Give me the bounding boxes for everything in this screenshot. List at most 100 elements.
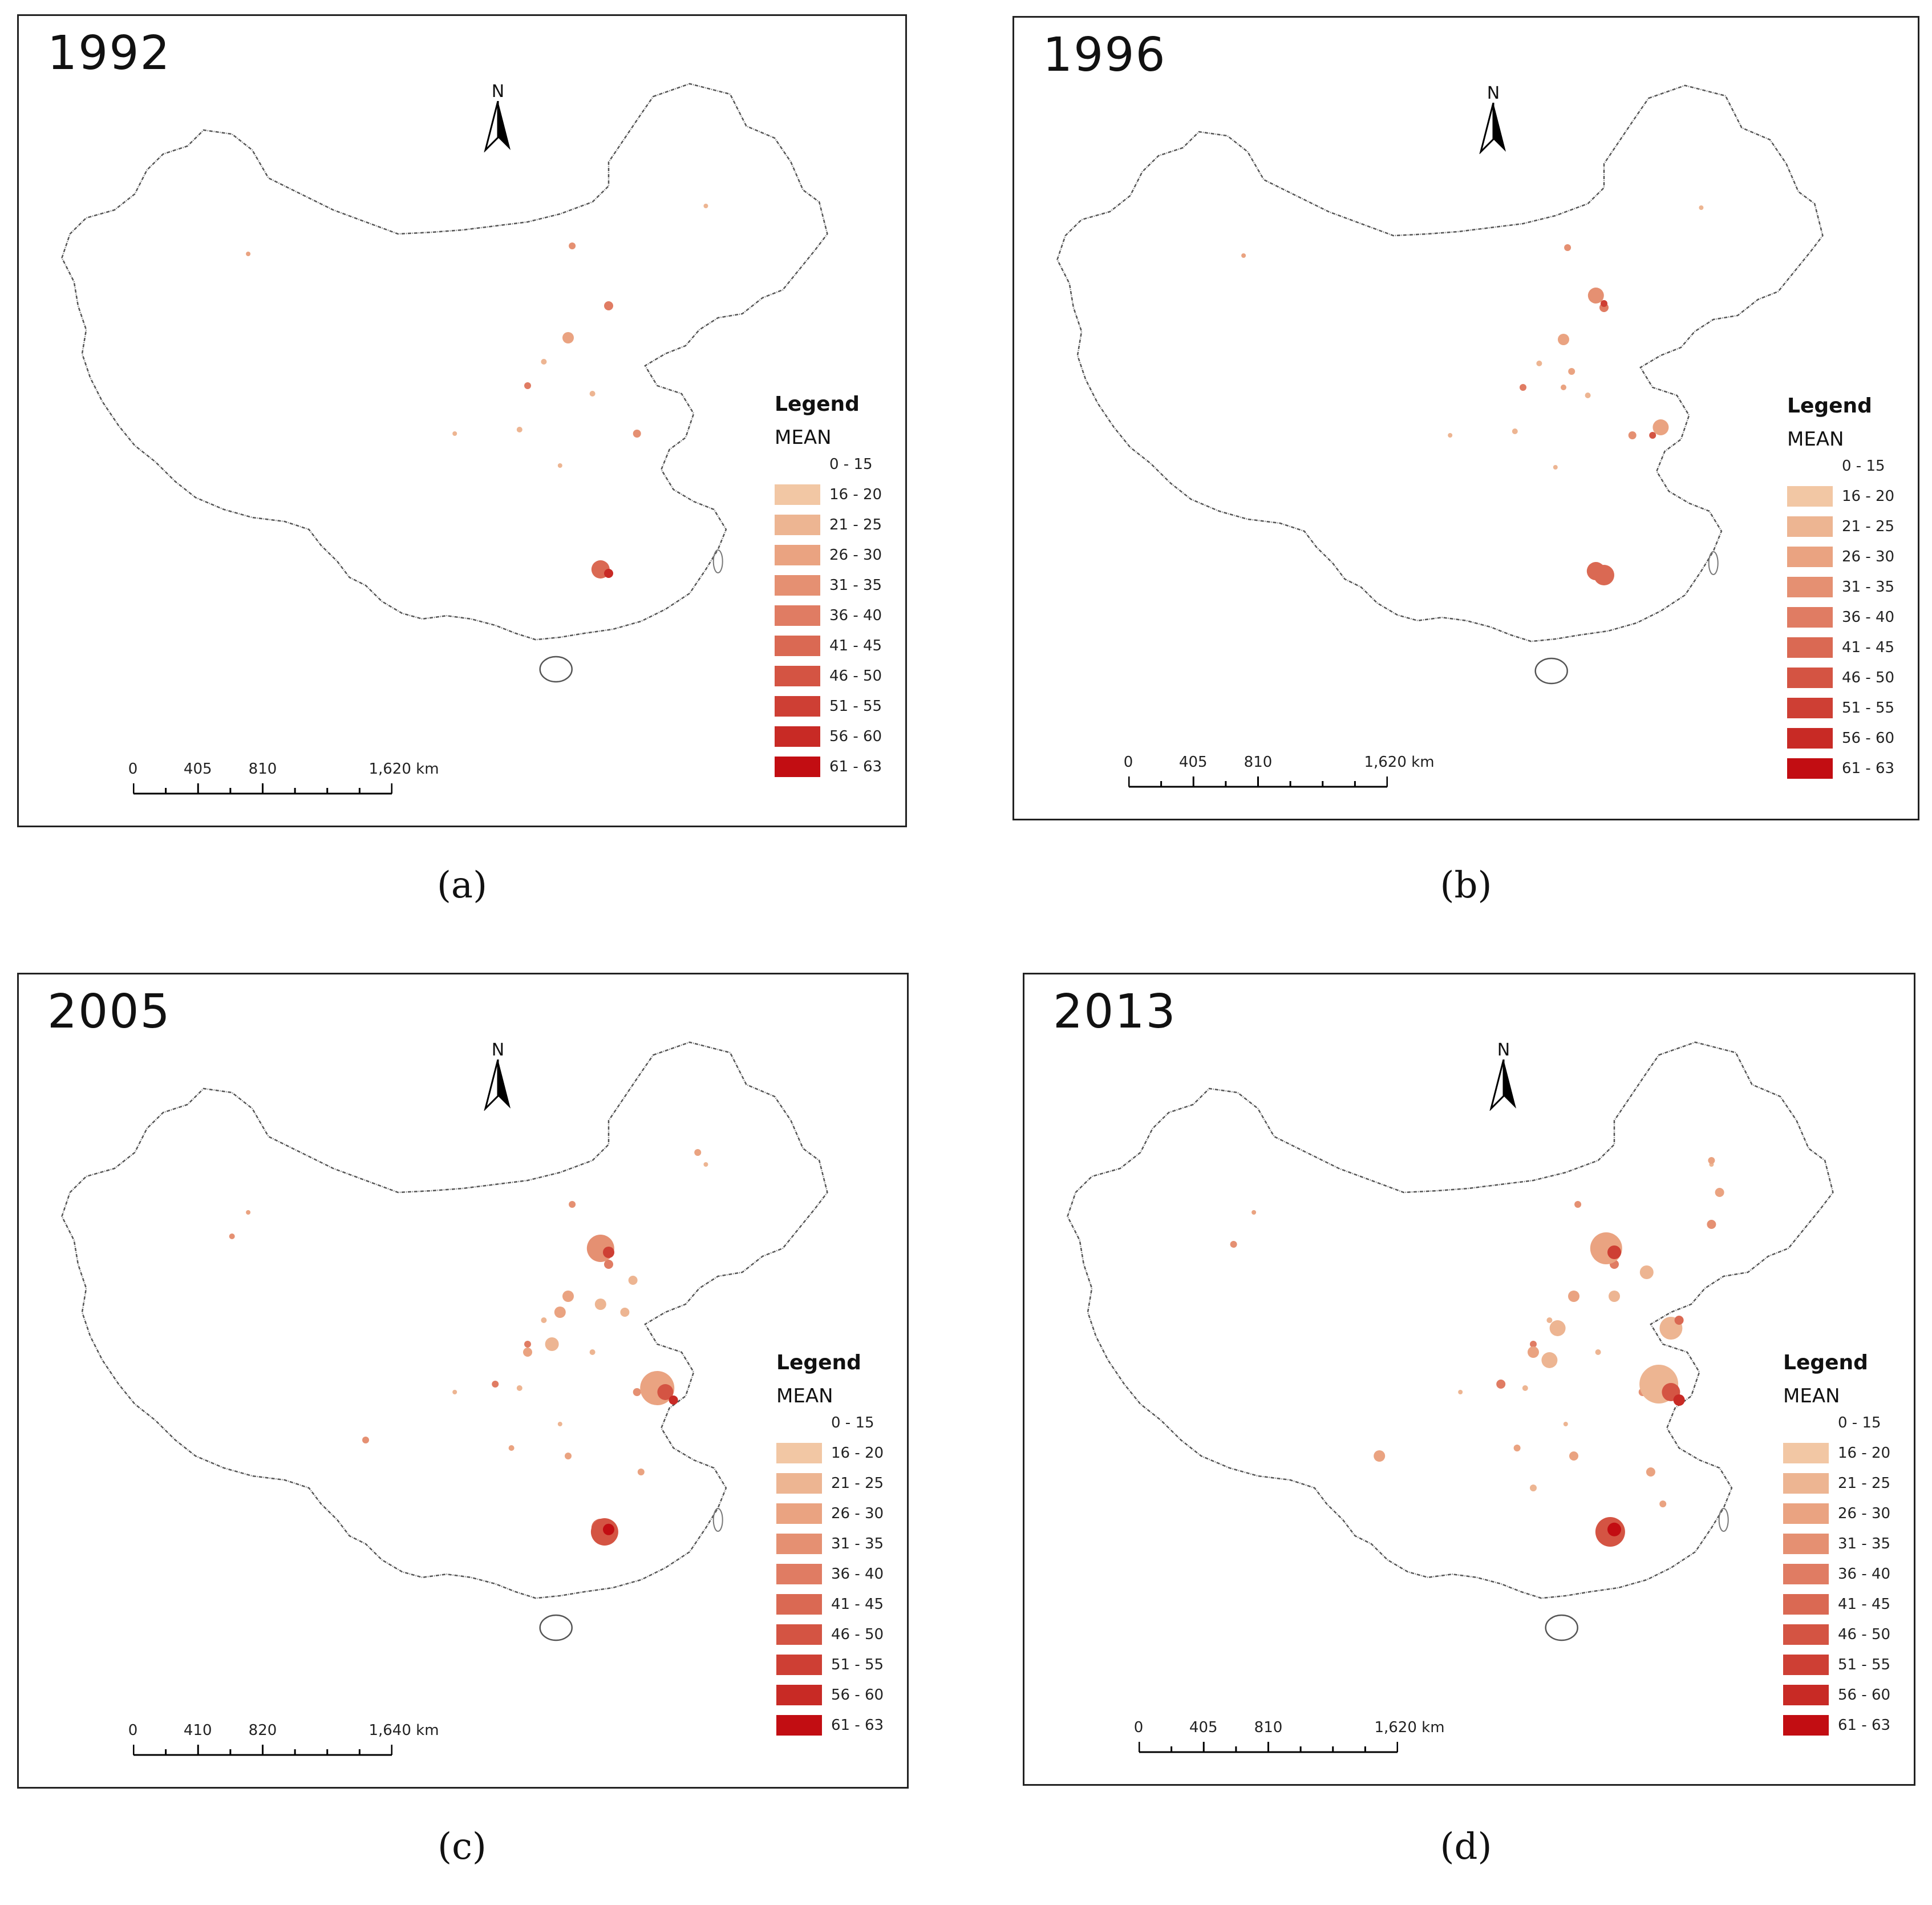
legend-swatch — [776, 1654, 822, 1675]
legend-field-name: MEAN — [776, 1385, 833, 1407]
legend-item: 36 - 40 — [776, 1559, 896, 1589]
legend-item: 41 - 45 — [1783, 1589, 1903, 1619]
legend-item: 41 - 45 — [775, 630, 894, 661]
light-intensity-patch — [1568, 368, 1575, 375]
light-intensity-patch — [594, 1299, 606, 1310]
legend-label: 41 - 45 — [831, 1595, 884, 1613]
legend-label: 56 - 60 — [1838, 1686, 1891, 1704]
legend-swatch — [776, 1473, 822, 1494]
panel-year-label: 1996 — [1043, 28, 1167, 82]
legend-swatch — [1787, 455, 1833, 476]
light-intensity-patch — [562, 1291, 574, 1302]
legend-label: 46 - 50 — [831, 1625, 884, 1643]
legend-label: 31 - 35 — [1842, 578, 1895, 596]
scale-label: 1,640 km — [368, 1722, 439, 1739]
light-intensity-patch — [524, 382, 531, 389]
light-intensity-patch — [1458, 1390, 1463, 1394]
legend-item: 31 - 35 — [1783, 1528, 1903, 1559]
legend-item: 51 - 55 — [776, 1649, 896, 1680]
north-arrow-icon — [1489, 1059, 1516, 1111]
light-intensity-patch — [1699, 205, 1704, 210]
scale-label: 405 — [183, 761, 212, 778]
light-intensity-patch — [1628, 431, 1637, 439]
light-intensity-patch — [1607, 1522, 1621, 1536]
light-intensity-patch — [452, 431, 457, 436]
legend-swatch — [1787, 546, 1833, 567]
legend: Legend MEAN 0 - 15 16 - 20 21 - 25 26 - 30 31 … — [1783, 1351, 1903, 1740]
scale-bar-line — [1139, 1742, 1398, 1753]
light-intensity-patch — [1595, 1349, 1601, 1355]
light-intensity-patch — [1546, 1317, 1553, 1323]
legend-item: 41 - 45 — [776, 1589, 896, 1619]
legend-label: 56 - 60 — [829, 727, 882, 745]
light-intensity-patch — [541, 1317, 547, 1323]
panel-caption: (a) — [436, 864, 488, 907]
legend-swatch — [775, 695, 820, 717]
scale-label: 405 — [1178, 754, 1208, 771]
light-intensity-patch — [1564, 244, 1571, 251]
legend-item: 26 - 30 — [1783, 1498, 1903, 1528]
legend-swatch — [775, 454, 820, 475]
legend-label: 46 - 50 — [1842, 669, 1895, 686]
light-intensity-patch — [246, 1210, 251, 1215]
legend-swatch — [775, 726, 820, 747]
country-boundary — [61, 83, 828, 641]
legend-field-name: MEAN — [1783, 1385, 1840, 1407]
light-intensity-patch — [562, 332, 574, 343]
china-map — [61, 83, 828, 683]
panel-caption: (d) — [1440, 1826, 1492, 1868]
light-intensity-patch — [1558, 334, 1569, 345]
legend-label: 16 - 20 — [1838, 1444, 1891, 1462]
legend-swatch — [1783, 1473, 1829, 1494]
legend-label: 51 - 55 — [1838, 1656, 1891, 1673]
light-intensity-patch — [633, 430, 641, 438]
legend-label: 36 - 40 — [831, 1565, 884, 1583]
legend-label: 0 - 15 — [831, 1414, 874, 1431]
legend-item: 26 - 30 — [776, 1498, 896, 1528]
legend-item: 0 - 15 — [1787, 451, 1907, 481]
light-intensity-patch — [1587, 288, 1604, 304]
legend-item: 51 - 55 — [775, 691, 894, 721]
legend-item: 16 - 20 — [1787, 481, 1907, 511]
legend-label: 56 - 60 — [831, 1686, 884, 1704]
legend-item: 36 - 40 — [1787, 602, 1907, 632]
map-panel-1996: 1996 N Legend MEAN 0 - 15 16 - 20 21 - 25 26 - … — [1012, 16, 1919, 820]
legend: Legend MEAN 0 - 15 16 - 20 21 - 25 26 - 30 31 … — [1787, 394, 1907, 783]
legend-item: 61 - 63 — [776, 1710, 896, 1740]
island-boundary — [539, 1614, 573, 1641]
light-intensity-patch — [569, 242, 576, 249]
legend-field-name: MEAN — [775, 426, 832, 449]
legend-label: 41 - 45 — [1842, 638, 1895, 656]
legend-swatch — [1783, 1503, 1829, 1524]
legend-item: 41 - 45 — [1787, 632, 1907, 662]
legend-label: 16 - 20 — [829, 486, 882, 503]
panel-year-label: 2005 — [47, 985, 171, 1039]
scale-bar: 0 405 810 1,620 km — [128, 761, 439, 800]
light-intensity-patch — [1563, 1422, 1568, 1426]
scale-bar-line — [133, 783, 392, 795]
light-intensity-patch — [589, 1349, 596, 1355]
island-boundary — [1708, 551, 1719, 575]
scale-label: 0 — [1133, 1719, 1144, 1736]
legend-swatch — [775, 544, 820, 565]
legend-item: 46 - 50 — [775, 661, 894, 691]
light-intensity-patch — [1568, 1291, 1579, 1302]
legend: Legend MEAN 0 - 15 16 - 20 21 - 25 26 - 30 31 … — [775, 393, 894, 782]
legend-swatch — [1787, 576, 1833, 597]
north-arrow-icon — [484, 1059, 511, 1111]
light-intensity-patch — [1609, 1291, 1620, 1302]
legend-label: 31 - 35 — [829, 576, 882, 594]
legend-label: 51 - 55 — [829, 697, 882, 715]
legend-item: 31 - 35 — [775, 570, 894, 600]
light-intensity-patch — [1230, 1241, 1237, 1248]
legend-label: 26 - 30 — [829, 546, 882, 564]
light-intensity-patch — [452, 1390, 457, 1394]
scale-bar-line — [133, 1745, 392, 1756]
legend-field-name: MEAN — [1787, 428, 1844, 451]
legend-label: 16 - 20 — [1842, 487, 1895, 505]
legend-swatch — [776, 1442, 822, 1463]
light-intensity-patch — [1241, 253, 1246, 258]
legend-item: 51 - 55 — [1783, 1649, 1903, 1680]
legend-swatch — [1787, 606, 1833, 628]
light-intensity-patch — [1528, 1346, 1539, 1358]
